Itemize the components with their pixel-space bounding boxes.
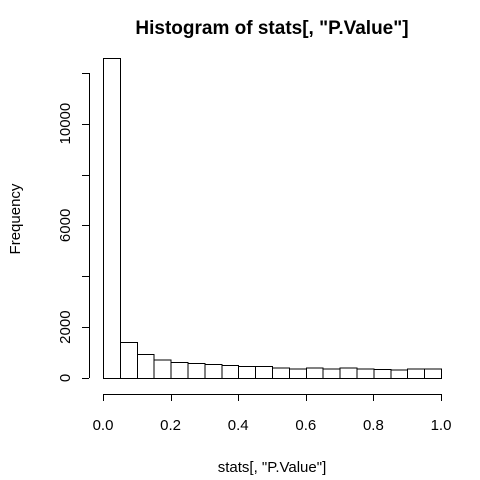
histogram-bar <box>407 368 426 380</box>
histogram-bar <box>272 367 290 380</box>
y-axis: 0 2000 6000 10000 <box>57 72 90 382</box>
y-tick-label: 10000 <box>57 103 74 145</box>
histogram-bar <box>119 341 138 379</box>
histogram-bar <box>390 369 409 379</box>
x-tick-label: 0.8 <box>363 417 384 434</box>
x-tick-label: 0.2 <box>160 417 181 434</box>
histogram-bar <box>424 368 443 380</box>
x-tick-label: 0.0 <box>93 417 114 434</box>
histogram-bar <box>373 369 392 380</box>
histogram-bar <box>187 363 206 379</box>
x-axis: 0.0 0.2 0.4 0.6 0.8 1.0 <box>93 394 452 434</box>
histogram-bar <box>221 365 240 379</box>
y-axis-label: Frequency <box>7 183 24 254</box>
chart-title: Histogram of stats[, "P.Value"] <box>135 18 408 39</box>
histogram-bar <box>204 363 223 379</box>
histogram-bar <box>255 365 274 379</box>
x-tick-label: 0.4 <box>228 417 249 434</box>
histogram-bar <box>339 367 358 379</box>
y-tick-label: 0 <box>57 374 74 382</box>
histogram-bar <box>136 353 155 379</box>
x-tick-label: 1.0 <box>431 417 452 434</box>
y-tick-label: 6000 <box>57 209 74 242</box>
histogram-bar <box>305 367 324 380</box>
histogram-bar <box>103 58 121 379</box>
x-axis-label: stats[, "P.Value"] <box>218 459 327 476</box>
histogram-bars <box>103 58 443 380</box>
x-tick-label: 0.6 <box>295 417 316 434</box>
histogram-bar <box>322 368 341 379</box>
histogram-bar <box>153 359 172 380</box>
histogram-bar <box>170 362 189 379</box>
histogram-bar <box>238 366 257 379</box>
y-tick-label: 2000 <box>57 310 74 343</box>
histogram-bar <box>288 368 307 379</box>
histogram-bar <box>356 368 375 380</box>
